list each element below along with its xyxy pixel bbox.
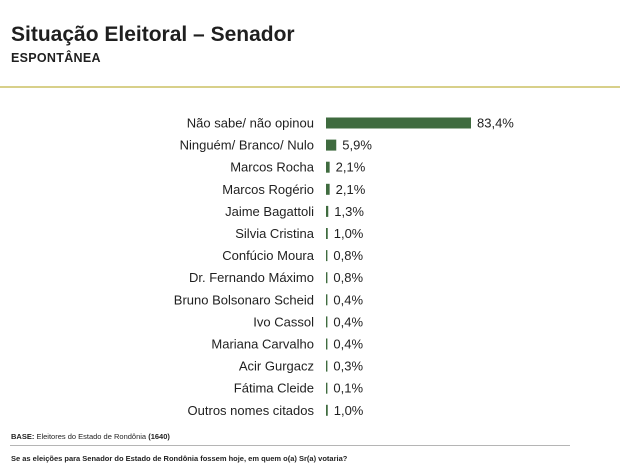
category-label: Ninguém/ Branco/ Nulo xyxy=(180,138,314,153)
bar xyxy=(326,228,328,239)
bar xyxy=(326,250,328,262)
base-count: (1640) xyxy=(148,432,170,441)
value-label: 2,1% xyxy=(336,160,366,175)
header-divider xyxy=(0,86,620,88)
bar xyxy=(326,272,328,284)
category-label: Dr. Fernando Máximo xyxy=(189,270,314,285)
category-label: Fátima Cleide xyxy=(234,381,314,396)
category-label: Marcos Rocha xyxy=(230,160,315,175)
bar xyxy=(326,205,329,217)
bar xyxy=(326,382,328,394)
category-label: Silvia Cristina xyxy=(235,226,315,241)
bar xyxy=(326,338,328,350)
bar xyxy=(326,294,328,306)
bar xyxy=(326,404,328,416)
chart-title: Situação Eleitoral – Senador xyxy=(11,23,295,46)
value-label: 2,1% xyxy=(336,182,366,197)
category-label: Não sabe/ não opinou xyxy=(187,116,314,131)
bar xyxy=(326,360,328,372)
value-label: 0,8% xyxy=(333,248,363,263)
bar xyxy=(326,316,328,328)
category-label: Jaime Bagattoli xyxy=(225,204,314,219)
base-note: BASE: Eleitores do Estado de Rondônia (1… xyxy=(11,432,170,441)
value-label: 0,8% xyxy=(333,270,363,285)
value-label: 5,9% xyxy=(342,138,372,153)
base-label: BASE: xyxy=(11,432,35,441)
value-label: 1,0% xyxy=(334,226,364,241)
bar-chart: Não sabe/ não opinou 83,4% Ninguém/ Branco… xyxy=(174,116,515,418)
chart-subtitle: ESPONTÂNEA xyxy=(11,51,101,65)
survey-question: Se as eleições para Senador do Estado de… xyxy=(11,454,348,463)
category-label: Marcos Rogério xyxy=(222,182,314,197)
category-label: Bruno Bolsonaro Scheid xyxy=(174,292,314,307)
value-label: 0,4% xyxy=(333,292,363,307)
value-label: 1,0% xyxy=(334,403,364,418)
bar xyxy=(326,117,471,129)
category-label: Mariana Carvalho xyxy=(211,337,314,352)
value-label: 83,4% xyxy=(477,116,514,131)
chart-header: Situação Eleitoral – Senador ESPONTÂNEA xyxy=(0,0,620,85)
bar xyxy=(326,139,337,151)
bar xyxy=(326,183,330,195)
value-label: 0,3% xyxy=(333,359,363,374)
chart-area: Não sabe/ não opinou 83,4% Ninguém/ Branco… xyxy=(0,88,620,424)
category-label: Outros nomes citados xyxy=(188,403,315,418)
category-label: Ivo Cassol xyxy=(253,314,314,329)
base-text: Eleitores do Estado de Rondônia xyxy=(36,432,147,441)
category-label: Acir Gurgacz xyxy=(239,359,314,374)
value-label: 1,3% xyxy=(334,204,364,219)
category-label: Confúcio Moura xyxy=(222,248,315,263)
bar xyxy=(326,161,330,173)
value-label: 0,1% xyxy=(333,381,363,396)
value-label: 0,4% xyxy=(333,314,363,329)
footer-divider xyxy=(10,445,570,446)
value-label: 0,4% xyxy=(333,337,363,352)
